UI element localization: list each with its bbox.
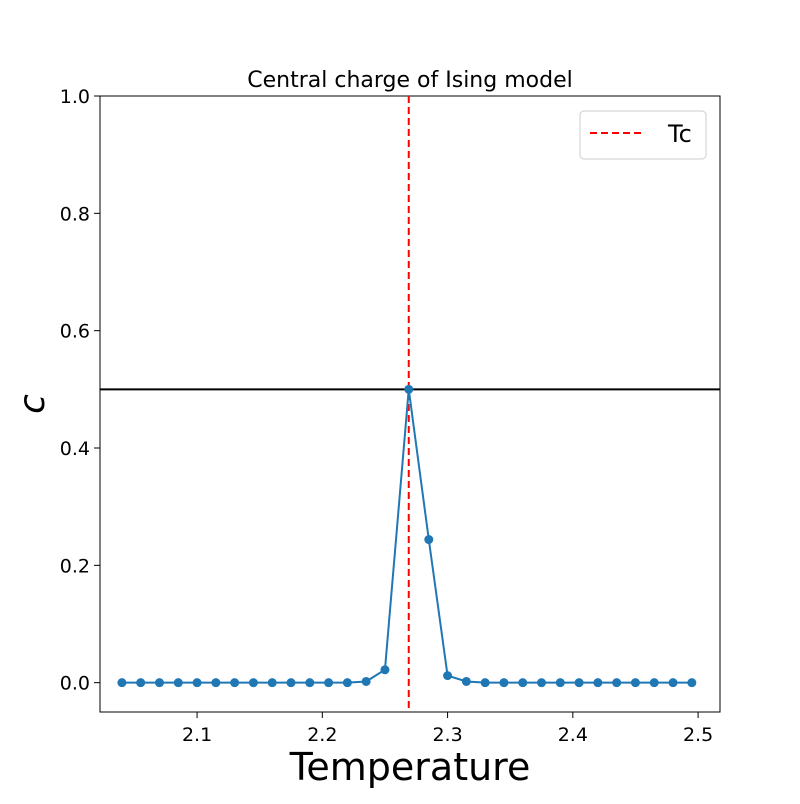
x-tick-label: 2.1 <box>182 724 212 746</box>
x-axis-label: Temperature <box>289 745 531 789</box>
data-point <box>612 678 621 687</box>
data-point <box>518 678 527 687</box>
plot-area: 2.1 2.2 2.3 2.4 2.5 0.0 0.2 0.4 0.6 0.8 1.0 Tc <box>60 86 720 746</box>
data-point <box>537 678 546 687</box>
data-point <box>650 678 659 687</box>
data-point <box>136 678 145 687</box>
data-point <box>343 678 352 687</box>
data-point <box>287 678 296 687</box>
data-point <box>404 385 413 394</box>
x-tick-label: 2.4 <box>558 724 588 746</box>
data-point <box>305 678 314 687</box>
data-point <box>669 678 678 687</box>
y-tick-label: 1.0 <box>60 86 90 108</box>
data-point <box>443 671 452 680</box>
data-point <box>481 678 490 687</box>
legend: Tc <box>580 111 706 159</box>
x-tick-label: 2.3 <box>432 724 462 746</box>
data-point <box>324 678 333 687</box>
x-tick-label: 2.5 <box>683 724 713 746</box>
data-point <box>380 665 389 674</box>
data-point <box>155 678 164 687</box>
data-point <box>268 678 277 687</box>
data-point <box>362 677 371 686</box>
data-point <box>230 678 239 687</box>
y-tick-label: 0.6 <box>60 321 90 343</box>
data-point <box>424 535 433 544</box>
data-point <box>687 678 696 687</box>
y-axis-label: c <box>12 394 53 414</box>
chart-title: Central charge of Ising model <box>247 68 572 93</box>
data-point <box>575 678 584 687</box>
data-point <box>556 678 565 687</box>
y-tick-label: 0.4 <box>60 438 90 460</box>
data-point <box>499 678 508 687</box>
y-tick-label: 0.8 <box>60 203 90 225</box>
data-point <box>593 678 602 687</box>
x-tick-label: 2.2 <box>307 724 337 746</box>
y-tick-label: 0.2 <box>60 555 90 577</box>
data-point <box>462 677 471 686</box>
data-point <box>211 678 220 687</box>
series-line <box>122 389 692 682</box>
legend-label: Tc <box>667 120 692 148</box>
y-tick-label: 0.0 <box>60 673 90 695</box>
data-point <box>117 678 126 687</box>
data-point <box>174 678 183 687</box>
data-point <box>193 678 202 687</box>
data-point <box>249 678 258 687</box>
data-point <box>631 678 640 687</box>
